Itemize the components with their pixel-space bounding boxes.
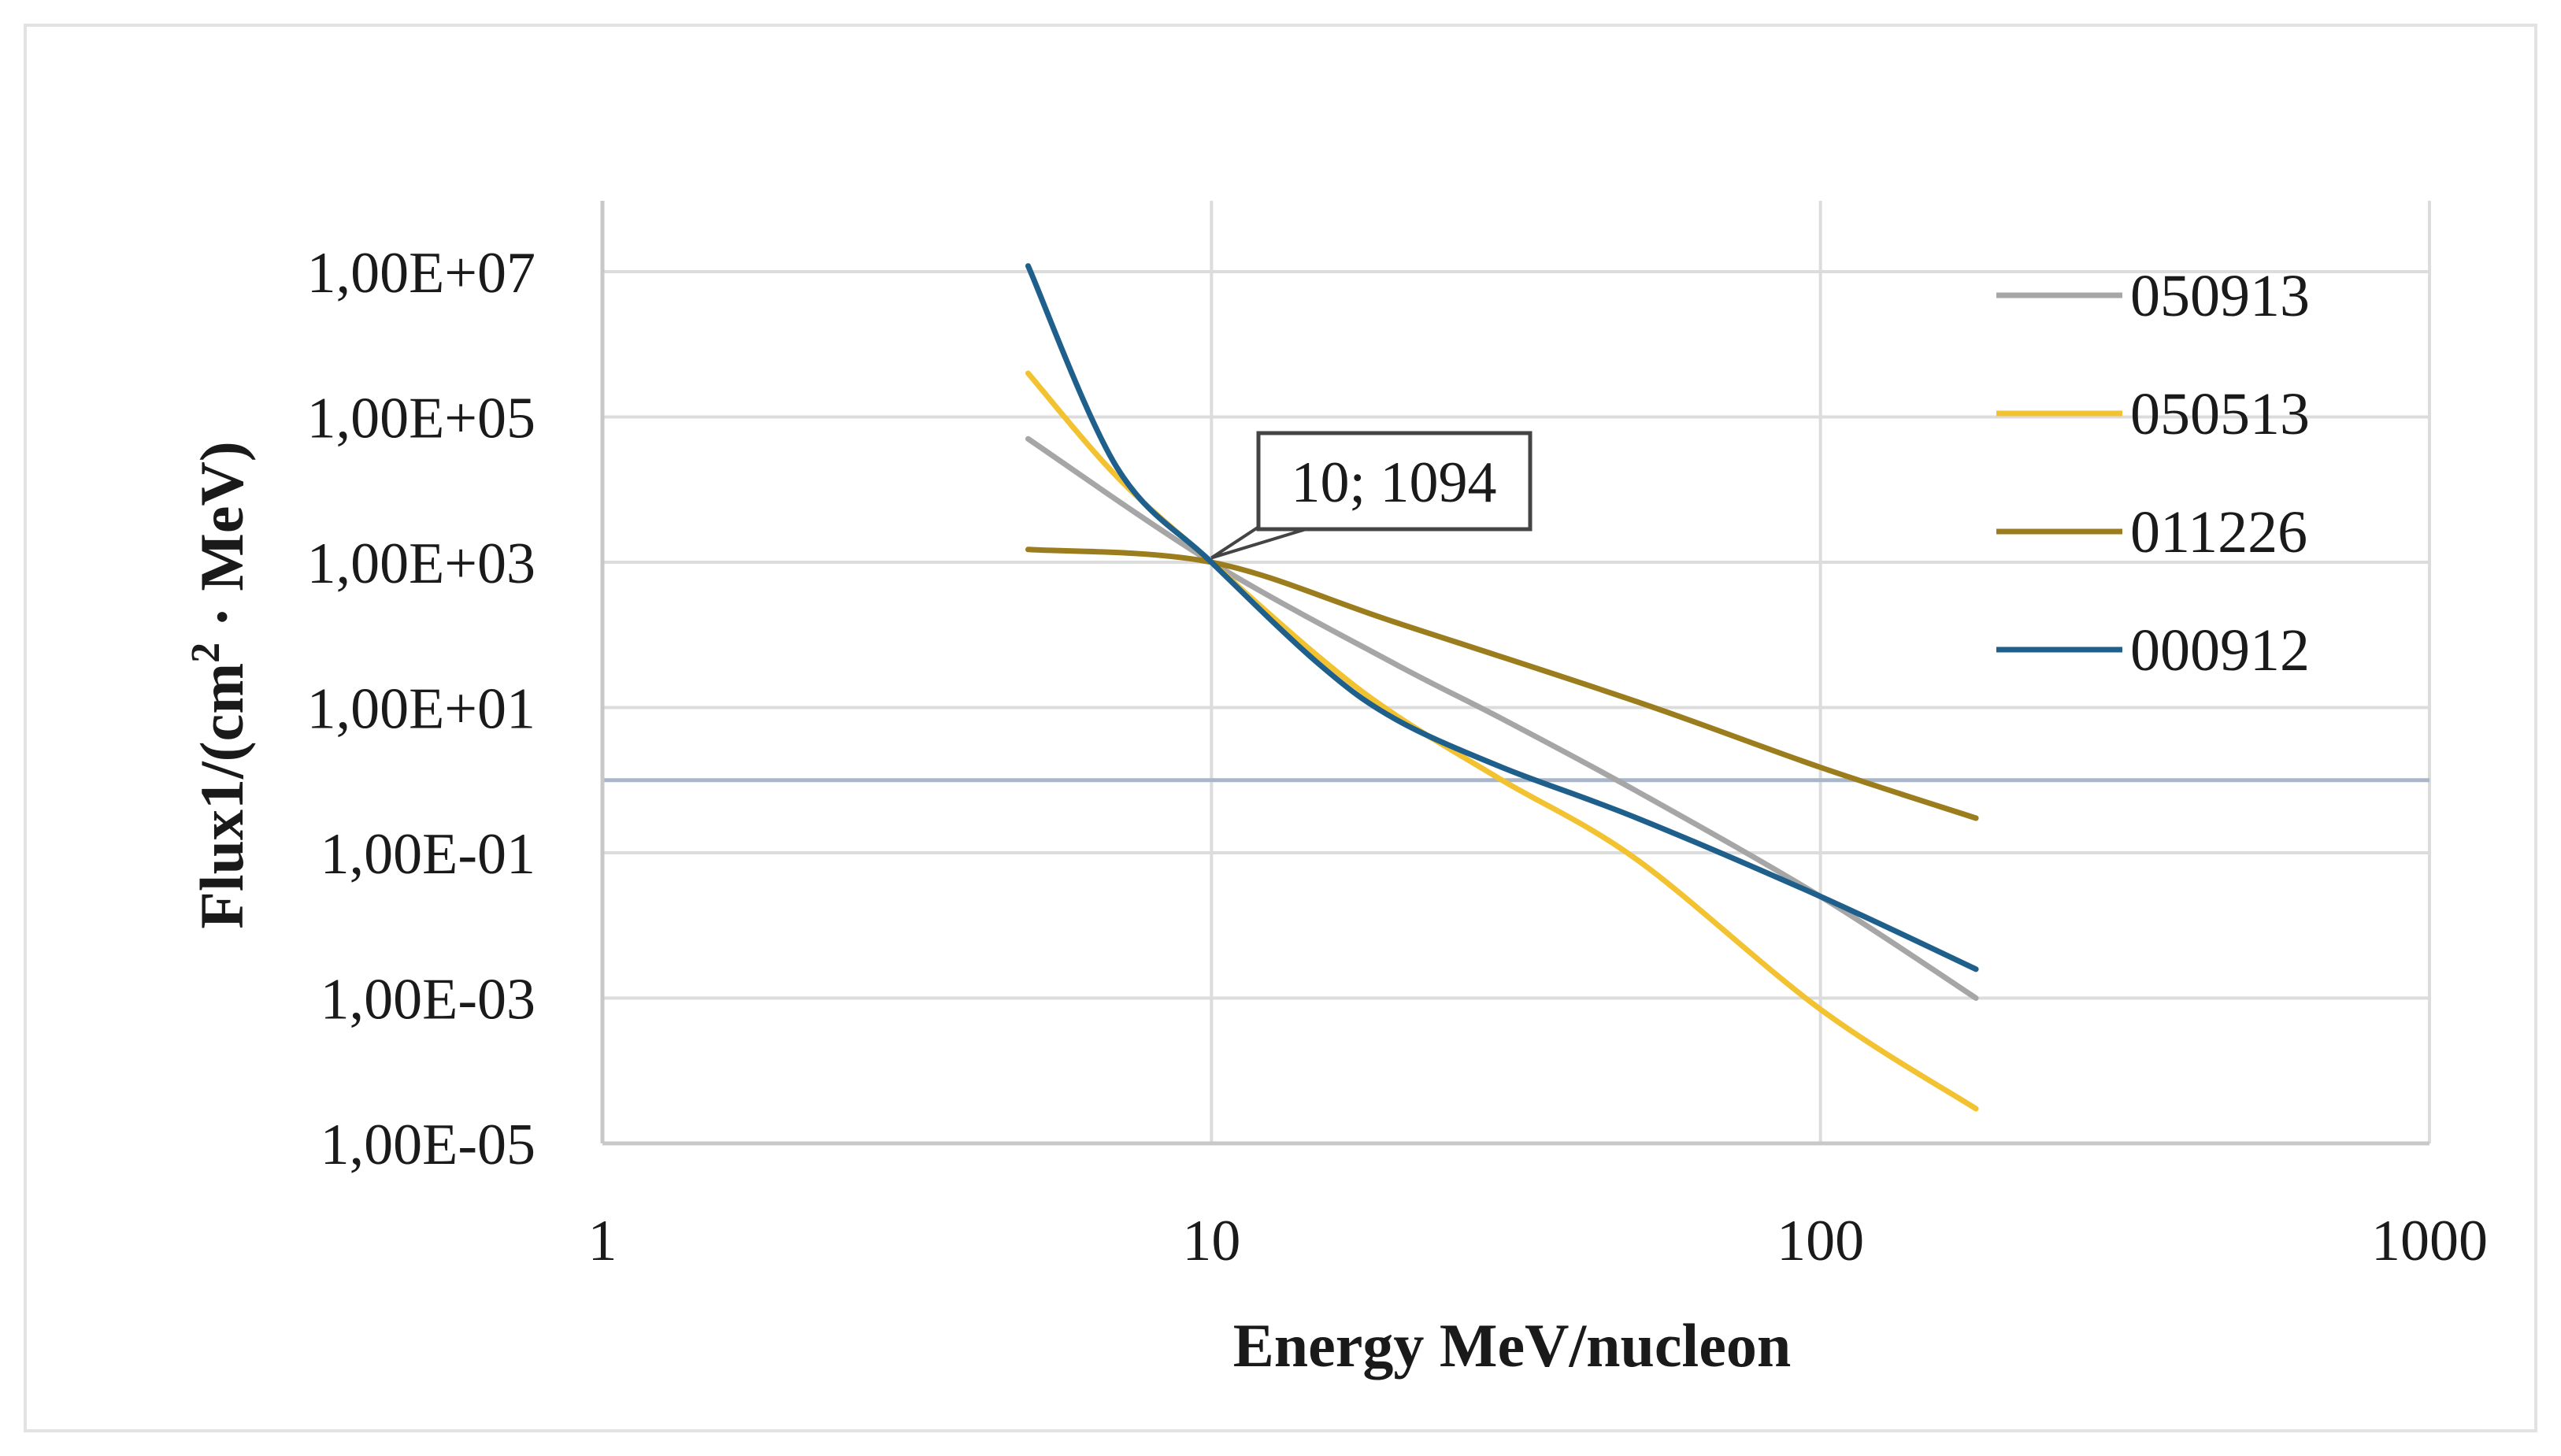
- tick-labels: 1,00E+07 1,00E+05 1,00E+03 1,00E+01 1,00E-01…: [307, 241, 2488, 1273]
- series-group: [1025, 263, 1979, 1112]
- y-tick-label-0: 1,00E+07: [307, 241, 536, 306]
- callout-box: [1256, 431, 1533, 532]
- series-line-011226: [1025, 546, 1979, 821]
- y-tick-label-4: 1,00E-01: [321, 822, 536, 887]
- series-line-000912: [1025, 263, 1979, 973]
- x-tick-label-3: 1000: [2371, 1209, 2488, 1273]
- chart-frame: [24, 24, 2537, 1432]
- callout-label: 10; 1094: [1291, 450, 1496, 515]
- y-tick-label-3: 1,00E+01: [307, 677, 536, 742]
- y-axis-title-sup: 2: [183, 643, 228, 663]
- y-tick-label-2: 1,00E+03: [307, 532, 536, 596]
- legend: 050913 050513 011226 000912: [1996, 263, 2310, 684]
- data-callout: 10; 1094: [1210, 431, 1533, 560]
- legend-label-050513: 050513: [2130, 381, 2310, 447]
- legend-label-050913: 050913: [2130, 263, 2310, 329]
- y-tick-label-1: 1,00E+05: [307, 387, 536, 451]
- y-axis-title: Flux1/(cm2 · MeV): [183, 441, 256, 929]
- axes: [600, 201, 2429, 1146]
- y-axis-title-rest: · MeV): [187, 441, 256, 643]
- legend-label-011226: 011226: [2130, 499, 2307, 565]
- x-tick-label-2: 100: [1777, 1209, 1864, 1273]
- y-axis-title-base: Flux1/(cm: [187, 663, 256, 929]
- x-tick-label-0: 1: [588, 1209, 617, 1273]
- y-tick-label-6: 1,00E-05: [321, 1113, 536, 1177]
- legend-label-000912: 000912: [2130, 617, 2310, 684]
- x-axis-title: Energy MeV/nucleon: [1233, 1311, 1791, 1380]
- x-tick-label-1: 10: [1182, 1209, 1240, 1273]
- y-tick-label-5: 1,00E-03: [321, 968, 536, 1032]
